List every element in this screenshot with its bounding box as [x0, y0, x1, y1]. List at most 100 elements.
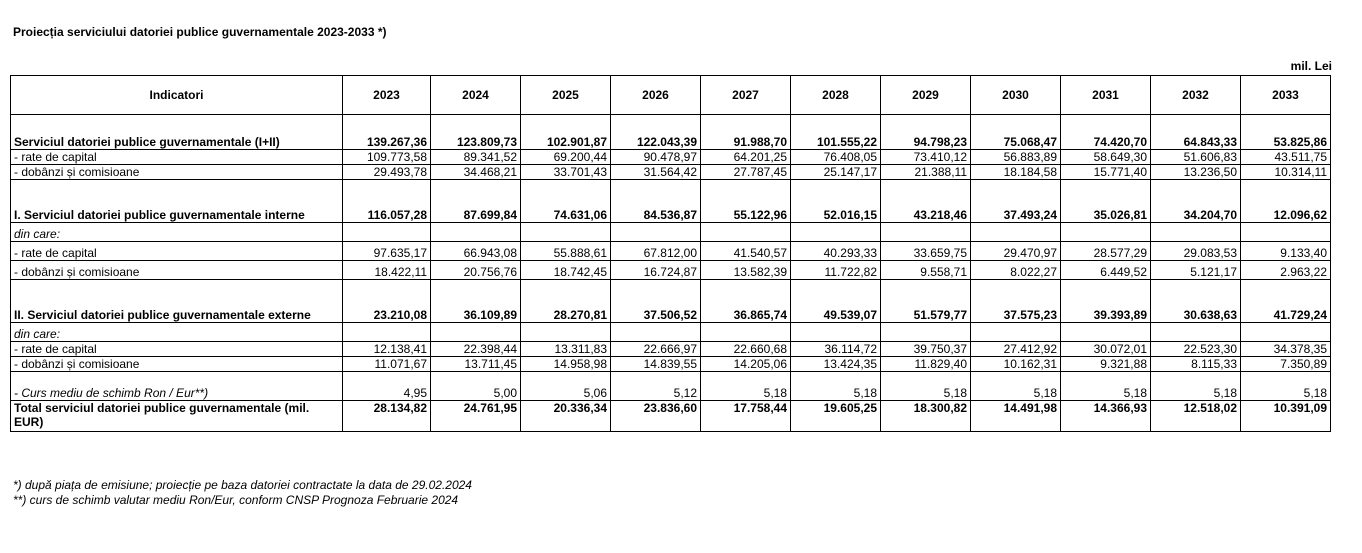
table-cell: 102.901,87 [520, 114, 611, 150]
table-cell: 28.134,82 [342, 400, 431, 432]
table-cell: 35.026,81 [1060, 179, 1151, 223]
table-cell: 13.582,39 [700, 260, 791, 280]
table-cell: 55.122,96 [700, 179, 791, 223]
table-cell [342, 222, 431, 242]
table-cell [430, 322, 521, 342]
table-cell: 19.605,25 [790, 400, 881, 432]
debt-service-table: Indicatori 2023 2024 2025 2026 2027 2028… [10, 75, 1331, 432]
table-cell: 13.711,45 [430, 356, 521, 372]
table-cell: 8.115,33 [1150, 356, 1241, 372]
table-cell: 14.491,98 [970, 400, 1061, 432]
table-row: - dobânzi și comisioane 11.071,67 13.711,4… [10, 356, 1331, 372]
table-cell: 14.205,06 [700, 356, 791, 372]
row-label: - rate de capital [10, 241, 343, 261]
table-cell: 5,18 [700, 371, 791, 401]
table-cell: 20.336,34 [520, 400, 611, 432]
table-cell: 14.958,98 [520, 356, 611, 372]
table-cell [880, 222, 971, 242]
table-cell: 56.883,89 [970, 149, 1061, 165]
table-cell: 22.660,68 [700, 341, 791, 357]
table-cell: 123.809,73 [430, 114, 521, 150]
table-row: I. Serviciul datoriei publice guvernamen… [10, 179, 1331, 223]
table-cell: 11.071,67 [342, 356, 431, 372]
table-cell: 11.722,82 [790, 260, 881, 280]
table-cell: 22.523,30 [1150, 341, 1241, 357]
table-cell: 49.539,07 [790, 279, 881, 323]
table-cell: 13.236,50 [1150, 164, 1241, 180]
table-cell: 69.200,44 [520, 149, 611, 165]
table-cell: 5,06 [520, 371, 611, 401]
table-cell: 30.638,63 [1150, 279, 1241, 323]
row-label: - rate de capital [10, 341, 343, 357]
table-cell: 67.812,00 [610, 241, 701, 261]
row-label: - rate de capital [10, 149, 343, 165]
table-cell: 10.162,31 [970, 356, 1061, 372]
row-label: din care: [10, 222, 343, 242]
table-cell [790, 322, 881, 342]
table-cell: 4,95 [342, 371, 431, 401]
table-cell: 40.293,33 [790, 241, 881, 261]
table-cell: 5,18 [1240, 371, 1331, 401]
table-cell: 14.839,55 [610, 356, 701, 372]
table-row: - dobânzi și comisioane 18.422,11 20.756,7… [10, 260, 1331, 280]
table-cell: 5,18 [790, 371, 881, 401]
table-cell [1060, 222, 1151, 242]
table-cell [610, 322, 701, 342]
footnote: **) curs de schimb valutar mediu Ron/Eur… [13, 493, 459, 507]
table-cell: 20.756,76 [430, 260, 521, 280]
table-cell: 36.109,89 [430, 279, 521, 323]
table-cell: 17.758,44 [700, 400, 791, 432]
table-cell: 13.311,83 [520, 341, 611, 357]
table-row: - rate de capital 97.635,17 66.943,08 55.88… [10, 241, 1331, 261]
table-cell: 90.478,97 [610, 149, 701, 165]
table-cell: 27.412,92 [970, 341, 1061, 357]
table-cell: 73.410,12 [880, 149, 971, 165]
table-cell [1150, 322, 1241, 342]
table-cell: 58.649,30 [1060, 149, 1151, 165]
table-cell: 8.022,27 [970, 260, 1061, 280]
table-cell: 18.184,58 [970, 164, 1061, 180]
table-cell: 101.555,22 [790, 114, 881, 150]
table-cell: 51.579,77 [880, 279, 971, 323]
table-cell: 52.016,15 [790, 179, 881, 223]
col-header: 2027 [700, 75, 791, 115]
table-cell: 37.575,23 [970, 279, 1061, 323]
table-cell: 24.761,95 [430, 400, 521, 432]
table-cell: 109.773,58 [342, 149, 431, 165]
table-cell: 15.771,40 [1060, 164, 1151, 180]
table-cell [1240, 222, 1331, 242]
table-cell [700, 322, 791, 342]
table-cell [342, 322, 431, 342]
table-cell: 10.391,09 [1240, 400, 1331, 432]
col-header: 2023 [342, 75, 431, 115]
table-body: Serviciul datoriei publice guvernamental… [10, 114, 1331, 432]
table-cell: 5,00 [430, 371, 521, 401]
table-cell: 34.204,70 [1150, 179, 1241, 223]
table-cell [1060, 322, 1151, 342]
table-cell: 22.398,44 [430, 341, 521, 357]
row-label: II. Serviciul datoriei publice guvername… [10, 279, 343, 323]
table-title: Proiecția serviciului datoriei publice g… [13, 25, 387, 39]
col-header: Indicatori [10, 75, 343, 115]
table-cell [610, 222, 701, 242]
table-cell: 31.564,42 [610, 164, 701, 180]
table-cell: 18.300,82 [880, 400, 971, 432]
table-cell: 12.096,62 [1240, 179, 1331, 223]
table-cell [970, 222, 1061, 242]
col-header: 2031 [1060, 75, 1151, 115]
col-header: 2025 [520, 75, 611, 115]
col-header: 2026 [610, 75, 701, 115]
table-cell: 9.321,88 [1060, 356, 1151, 372]
table-cell: 34.468,21 [430, 164, 521, 180]
table-cell: 74.631,06 [520, 179, 611, 223]
table-cell: 55.888,61 [520, 241, 611, 261]
table-cell: 30.072,01 [1060, 341, 1151, 357]
table-cell: 43.218,46 [880, 179, 971, 223]
table-cell [880, 322, 971, 342]
table-cell [700, 222, 791, 242]
col-header: 2030 [970, 75, 1061, 115]
table-cell: 12.518,02 [1150, 400, 1241, 432]
table-cell: 36.114,72 [790, 341, 881, 357]
table-cell: 64.843,33 [1150, 114, 1241, 150]
col-header: 2033 [1240, 75, 1331, 115]
